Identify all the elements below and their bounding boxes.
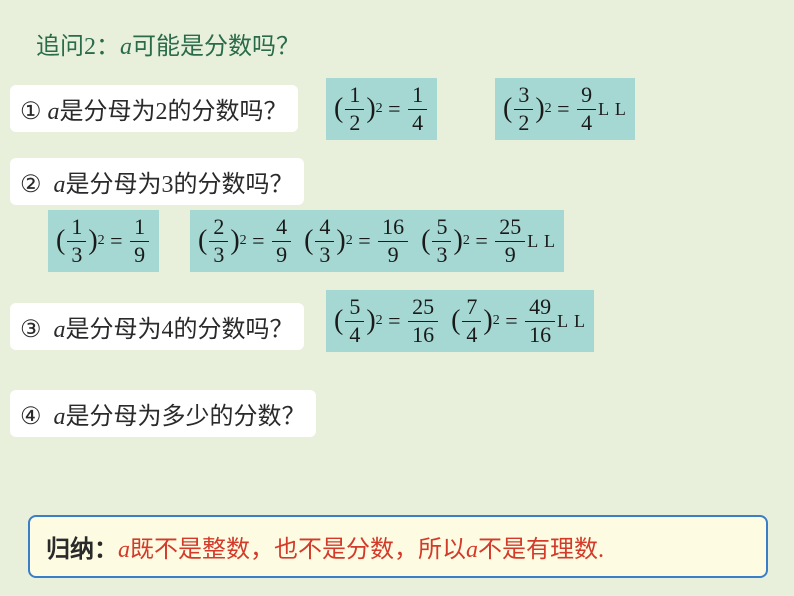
eq-1-3: (13)2 = 19 [48, 210, 159, 272]
q2-num: ② [20, 171, 42, 198]
q1-num: ① [20, 98, 42, 125]
q1-text: 是分母为2的分数吗？ [60, 99, 288, 125]
q2-a: a [54, 172, 66, 198]
eq-2-3-etc: (23)2 = 49 (43)2 = 169 (53)2 = 259 L L [190, 210, 564, 272]
eq-3-2: (32)2 = 94 L L [495, 78, 635, 140]
q2-text: 是分母为3的分数吗？ [66, 172, 294, 198]
eq-1-2: (12)2 = 14 [326, 78, 437, 140]
question-4: ④ a是分母为多少的分数？ [10, 390, 316, 437]
question-1: ① a是分母为2的分数吗？ [10, 85, 298, 132]
summary-mid: 既不是整数，也不是分数，所以 [130, 537, 466, 563]
question-2: ② a是分母为3的分数吗？ [10, 158, 304, 205]
question-3: ③ a是分母为4的分数吗？ [10, 303, 304, 350]
q4-a: a [54, 404, 66, 430]
summary-box: 归纳：a既不是整数，也不是分数，所以a不是有理数. [28, 515, 768, 578]
summary-label: 归纳： [46, 537, 118, 563]
summary-a2: a [466, 537, 478, 563]
q3-num: ③ [20, 316, 42, 343]
q3-a: a [54, 317, 66, 343]
followup-heading: 追问2：a可能是分数吗？ [36, 26, 300, 61]
q4-num: ④ [20, 403, 42, 430]
q4-text: 是分母为多少的分数？ [66, 404, 306, 430]
eq-5-4-7-4: (54)2 = 2516 (74)2 = 4916 L L [326, 290, 594, 352]
q1-a: a [48, 99, 60, 125]
summary-end: 不是有理数. [478, 537, 604, 563]
summary-a1: a [118, 537, 130, 563]
q3-text: 是分母为4的分数吗？ [66, 317, 294, 343]
